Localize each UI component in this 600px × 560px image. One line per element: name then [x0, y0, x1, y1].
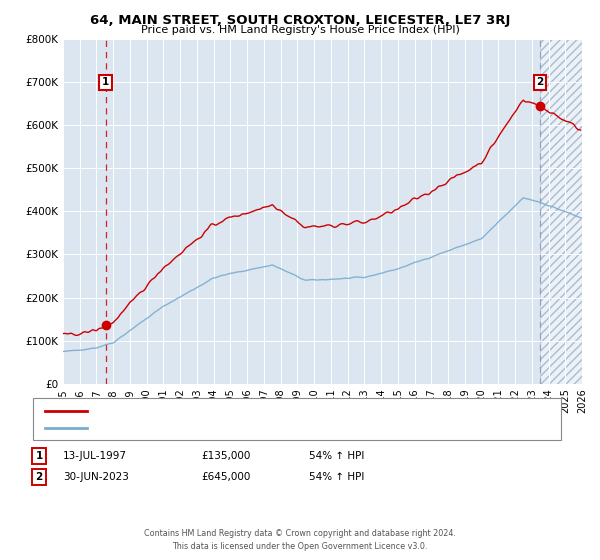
Text: 13-JUL-1997: 13-JUL-1997 — [63, 451, 127, 461]
Text: Price paid vs. HM Land Registry's House Price Index (HPI): Price paid vs. HM Land Registry's House … — [140, 25, 460, 35]
Text: £645,000: £645,000 — [201, 472, 250, 482]
Text: 1: 1 — [102, 77, 109, 87]
Text: 2: 2 — [35, 472, 43, 482]
Text: 64, MAIN STREET, SOUTH CROXTON, LEICESTER, LE7 3RJ (detached house): 64, MAIN STREET, SOUTH CROXTON, LEICESTE… — [96, 406, 463, 416]
Text: 54% ↑ HPI: 54% ↑ HPI — [309, 451, 364, 461]
Text: Contains HM Land Registry data © Crown copyright and database right 2024.
This d: Contains HM Land Registry data © Crown c… — [144, 529, 456, 550]
Text: 30-JUN-2023: 30-JUN-2023 — [63, 472, 129, 482]
Text: 1: 1 — [35, 451, 43, 461]
Text: HPI: Average price, detached house, Charnwood: HPI: Average price, detached house, Char… — [96, 423, 332, 433]
Text: 2: 2 — [536, 77, 544, 87]
Text: 64, MAIN STREET, SOUTH CROXTON, LEICESTER, LE7 3RJ: 64, MAIN STREET, SOUTH CROXTON, LEICESTE… — [90, 14, 510, 27]
Text: 54% ↑ HPI: 54% ↑ HPI — [309, 472, 364, 482]
Text: £135,000: £135,000 — [201, 451, 250, 461]
